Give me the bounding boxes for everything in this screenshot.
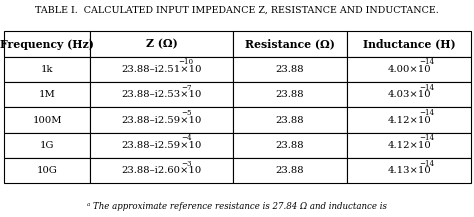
Bar	[347, 158, 471, 183]
Bar	[90, 31, 233, 57]
Text: Inductance (H): Inductance (H)	[363, 39, 456, 50]
Text: 4.13×10: 4.13×10	[387, 166, 431, 175]
Bar	[233, 158, 347, 183]
Text: 23.88: 23.88	[276, 166, 304, 175]
Text: 4.03×10: 4.03×10	[387, 90, 431, 99]
Text: TABLE I.  CALCULATED INPUT IMPEDANCE Z, RESISTANCE AND INDUCTANCE.: TABLE I. CALCULATED INPUT IMPEDANCE Z, R…	[35, 5, 439, 14]
Text: −3: −3	[181, 160, 191, 168]
Text: 4.00×10: 4.00×10	[387, 65, 431, 74]
Bar	[90, 82, 233, 107]
Text: Resistance (Ω): Resistance (Ω)	[245, 39, 335, 50]
Text: 23.88–i2.51×10: 23.88–i2.51×10	[121, 65, 202, 74]
Text: −7: −7	[181, 84, 191, 92]
Bar	[4, 57, 90, 82]
Bar	[347, 57, 471, 82]
Text: Frequency (Hz): Frequency (Hz)	[0, 39, 94, 50]
Bar	[4, 107, 90, 133]
Bar	[4, 82, 90, 107]
Text: −5: −5	[181, 109, 191, 117]
Text: 23.88: 23.88	[276, 141, 304, 150]
Bar	[233, 57, 347, 82]
Bar	[4, 133, 90, 158]
Text: 1M: 1M	[39, 90, 55, 99]
Text: 23.88: 23.88	[276, 116, 304, 125]
Bar	[347, 107, 471, 133]
Bar	[4, 31, 90, 57]
Bar	[233, 82, 347, 107]
Bar	[90, 133, 233, 158]
Text: 1G: 1G	[40, 141, 55, 150]
Text: 23.88–i2.59×10: 23.88–i2.59×10	[121, 141, 202, 150]
Text: 23.88: 23.88	[276, 90, 304, 99]
Text: 10G: 10G	[36, 166, 57, 175]
Text: 4.12×10: 4.12×10	[387, 141, 431, 150]
Bar	[4, 158, 90, 183]
Text: Z (Ω): Z (Ω)	[146, 39, 177, 50]
Text: −14: −14	[419, 58, 435, 66]
Bar	[347, 31, 471, 57]
Text: 100M: 100M	[32, 116, 62, 125]
Bar	[233, 133, 347, 158]
Text: 23.88–i2.53×10: 23.88–i2.53×10	[121, 90, 202, 99]
Bar	[90, 57, 233, 82]
Text: 4.12×10: 4.12×10	[387, 116, 431, 125]
Text: −4: −4	[181, 134, 191, 142]
Text: 23.88–i2.60×10: 23.88–i2.60×10	[121, 166, 201, 175]
Text: 23.88–i2.59×10: 23.88–i2.59×10	[121, 116, 202, 125]
Text: −10: −10	[179, 58, 194, 66]
Bar	[90, 158, 233, 183]
Bar	[347, 133, 471, 158]
Text: 23.88: 23.88	[276, 65, 304, 74]
Text: −14: −14	[419, 109, 435, 117]
Text: −14: −14	[419, 84, 435, 92]
Text: 1k: 1k	[41, 65, 53, 74]
Bar	[233, 107, 347, 133]
Bar	[90, 107, 233, 133]
Text: −14: −14	[419, 160, 435, 168]
Bar	[233, 31, 347, 57]
Bar	[347, 82, 471, 107]
Text: ᵃ The approximate reference resistance is 27.84 Ω and inductance is: ᵃ The approximate reference resistance i…	[87, 202, 387, 211]
Text: −14: −14	[419, 134, 435, 142]
